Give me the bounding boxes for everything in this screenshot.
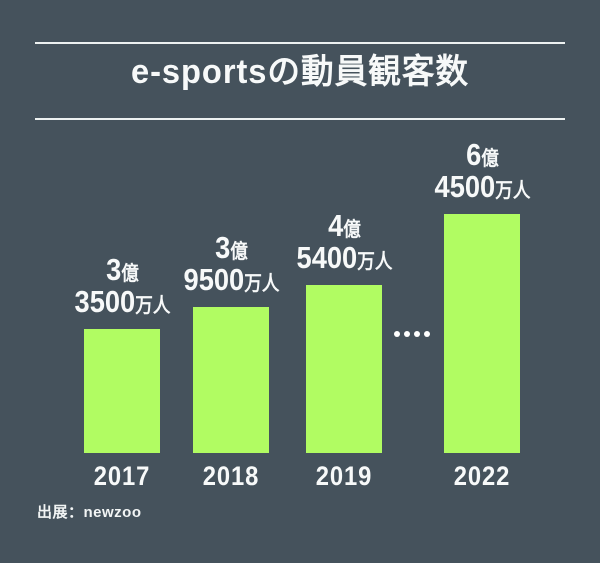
ellipsis-dots <box>394 331 430 337</box>
value-line-2: 3500万人 <box>74 284 170 320</box>
value-line-1: 6億 <box>465 136 499 172</box>
value-line-1: 3億 <box>214 229 248 265</box>
bar-year-label: 2019 <box>315 461 373 491</box>
value-line-1: 3億 <box>105 251 139 287</box>
value-line-2: 5400万人 <box>296 240 392 276</box>
title-rule-bottom <box>35 118 565 120</box>
bar-group: 6億 4500万人 2022 <box>434 138 530 489</box>
source-credit: 出展：newzoo <box>37 504 142 521</box>
dot <box>414 331 420 337</box>
bar-year-label: 2017 <box>93 461 151 491</box>
bar-group: 4億 5400万人 2019 <box>296 209 392 489</box>
bar-year-label: 2022 <box>453 461 511 491</box>
bar <box>306 285 382 453</box>
bar-year-label: 2018 <box>202 461 260 491</box>
title-rule-top <box>35 42 565 44</box>
bar-value-label: 3億 9500万人 <box>183 229 279 298</box>
page-title: e-sportsの動員観客数 <box>130 53 470 91</box>
bar-value-label: 3億 3500万人 <box>74 251 170 320</box>
dot <box>424 331 430 337</box>
bar-value-label: 4億 5400万人 <box>296 207 392 276</box>
dot <box>404 331 410 337</box>
bar <box>444 214 520 453</box>
bar <box>193 307 269 453</box>
bar <box>84 329 160 453</box>
value-line-2: 9500万人 <box>183 262 279 298</box>
value-line-1: 4億 <box>327 207 361 243</box>
dot <box>394 331 400 337</box>
bar-group: 3億 9500万人 2018 <box>183 231 279 489</box>
bar-value-label: 6億 4500万人 <box>434 136 530 205</box>
value-line-2: 4500万人 <box>434 169 530 205</box>
bar-group: 3億 3500万人 2017 <box>74 253 170 489</box>
